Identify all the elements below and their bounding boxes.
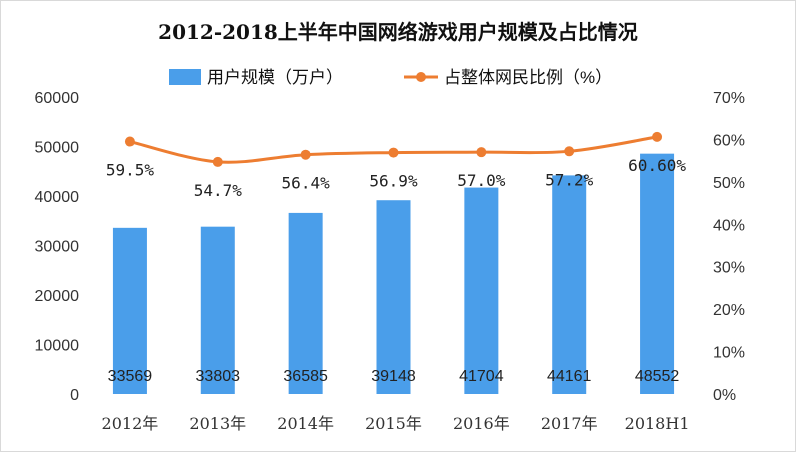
line-marker <box>212 156 223 167</box>
right-axis-tick-label: 40% <box>713 217 745 234</box>
line-value-label: 56.9% <box>369 172 418 191</box>
left-axis-tick-label: 60000 <box>35 90 80 107</box>
bar <box>640 153 675 394</box>
line-marker <box>300 149 311 160</box>
x-axis: 2012年 2013年 2014年 2015年 2016年 2017年 2018H1 <box>102 414 690 433</box>
line-data-labels: 59.5% 54.7% 56.4% 56.9% 57.0% 57.2% 60.60% <box>106 156 686 200</box>
bar-value-label: 39148 <box>371 368 416 385</box>
bar <box>376 200 411 394</box>
left-axis-tick-label: 20000 <box>35 288 80 305</box>
legend: 用户规模（万户） 占整体网民比例（%） <box>169 68 612 87</box>
bar-value-label: 48552 <box>635 368 680 385</box>
legend-line-marker <box>416 72 426 82</box>
bar-value-label: 41704 <box>459 368 504 385</box>
legend-bar-label: 用户规模（万户） <box>207 68 343 87</box>
bar-value-label: 44161 <box>547 368 592 385</box>
x-axis-tick-label: 2016年 <box>453 414 510 433</box>
x-axis-tick-label: 2017年 <box>541 414 598 433</box>
right-axis-tick-label: 10% <box>713 345 745 362</box>
line-value-label: 54.7% <box>194 181 243 200</box>
line-marker <box>388 147 399 158</box>
bar-value-label: 33569 <box>108 368 153 385</box>
line-marker <box>652 131 663 142</box>
left-axis-tick-label: 50000 <box>35 140 80 157</box>
right-axis-tick-label: 30% <box>713 260 745 277</box>
x-axis-tick-label: 2012年 <box>102 414 159 433</box>
right-axis: 0% 10% 20% 30% 40% 50% 60% 70% <box>713 90 745 404</box>
bar <box>112 227 147 394</box>
x-axis-tick-label: 2018H1 <box>625 414 690 433</box>
bar <box>552 175 587 394</box>
bar-series <box>112 153 675 394</box>
line-marker <box>124 136 135 147</box>
bar-value-label: 36585 <box>283 368 328 385</box>
left-axis-tick-label: 30000 <box>35 239 80 256</box>
line-value-label: 57.0% <box>457 171 506 190</box>
bar <box>200 226 235 394</box>
right-axis-tick-label: 60% <box>713 132 745 149</box>
left-axis-tick-label: 0 <box>70 387 79 404</box>
line-marker <box>476 147 487 158</box>
legend-bar-swatch <box>169 69 201 85</box>
x-axis-tick-label: 2013年 <box>189 414 246 433</box>
line-series <box>124 131 663 167</box>
line-value-label: 57.2% <box>545 170 594 189</box>
right-axis-tick-label: 0% <box>713 387 736 404</box>
left-axis-tick-label: 10000 <box>35 338 80 355</box>
bar-value-label: 33803 <box>196 368 241 385</box>
line-value-label: 59.5% <box>106 161 155 180</box>
line-marker <box>564 146 575 157</box>
right-axis-tick-label: 70% <box>713 90 745 107</box>
right-axis-tick-label: 20% <box>713 302 745 319</box>
line-value-label: 60.60% <box>628 156 686 175</box>
chart-title: 2012-2018上半年中国网络游戏用户规模及占比情况 <box>158 20 638 44</box>
bar <box>288 212 323 394</box>
right-axis-tick-label: 50% <box>713 175 745 192</box>
bar-data-labels: 33569 33803 36585 39148 41704 44161 48552 <box>108 368 680 385</box>
line-value-label: 56.4% <box>282 174 331 193</box>
x-axis-tick-label: 2014年 <box>277 414 334 433</box>
x-axis-tick-label: 2015年 <box>365 414 422 433</box>
legend-line-label: 占整体网民比例（%） <box>444 68 612 87</box>
bar <box>464 187 499 394</box>
left-axis-tick-label: 40000 <box>35 189 80 206</box>
left-axis: 0 10000 20000 30000 40000 50000 60000 <box>35 90 80 404</box>
